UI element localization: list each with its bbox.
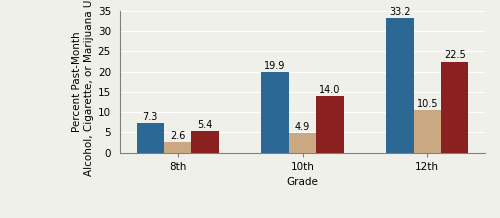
Bar (316, 96, 344, 153)
Bar (289, 133, 316, 153)
Bar (386, 18, 413, 153)
Bar (262, 72, 289, 153)
Text: 19.9: 19.9 (264, 61, 285, 71)
Bar (136, 123, 164, 153)
Bar (441, 61, 468, 153)
Text: 5.4: 5.4 (198, 119, 213, 129)
Text: 4.9: 4.9 (295, 122, 310, 131)
Bar (414, 110, 441, 153)
Text: 14.0: 14.0 (320, 85, 340, 95)
Text: 7.3: 7.3 (142, 112, 158, 122)
Bar (192, 131, 219, 153)
Text: 22.5: 22.5 (444, 50, 466, 60)
Y-axis label: Percent Past-Month
Alcohol, Cigarette, or Marijuana Use: Percent Past-Month Alcohol, Cigarette, o… (72, 0, 94, 176)
Text: 2.6: 2.6 (170, 131, 186, 141)
Text: 10.5: 10.5 (416, 99, 438, 109)
Bar (164, 142, 192, 153)
X-axis label: Grade: Grade (286, 177, 318, 187)
Text: 33.2: 33.2 (389, 7, 410, 17)
